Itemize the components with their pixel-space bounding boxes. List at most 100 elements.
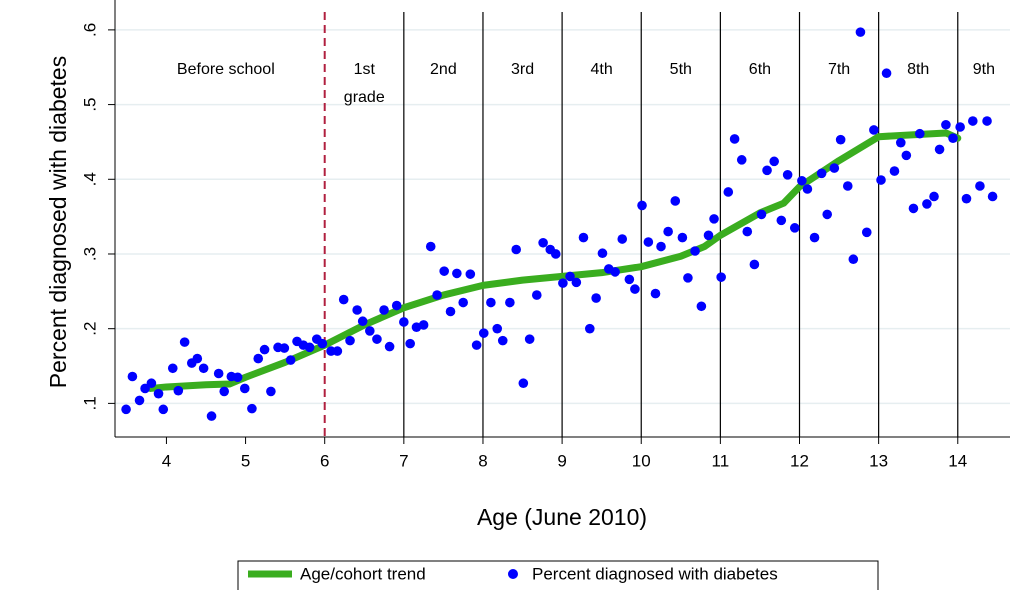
grade-label-text: 6th	[748, 61, 772, 78]
data-point	[505, 297, 515, 308]
data-point	[914, 128, 925, 139]
y-tick-label: .6	[80, 23, 99, 37]
data-point	[835, 134, 846, 145]
data-point	[650, 288, 661, 299]
data-point	[379, 305, 389, 315]
data-point	[578, 232, 589, 243]
data-point	[345, 335, 355, 346]
data-point	[134, 395, 145, 406]
data-point	[239, 383, 250, 394]
data-point	[452, 268, 462, 279]
data-point	[399, 317, 409, 327]
x-tick-label: 5	[241, 451, 250, 470]
x-tick-label: 8	[478, 451, 487, 470]
data-point	[247, 403, 257, 414]
data-point	[213, 368, 224, 379]
data-point	[617, 234, 628, 244]
data-point	[610, 267, 620, 277]
data-point	[703, 230, 714, 241]
data-point	[855, 27, 866, 37]
data-point	[432, 290, 442, 300]
grade-label: 3rd	[511, 61, 534, 78]
data-point	[895, 137, 906, 148]
data-point	[585, 323, 595, 334]
data-point	[861, 227, 872, 238]
data-point	[357, 316, 368, 327]
data-point	[742, 226, 753, 237]
data-point	[816, 168, 827, 179]
data-point	[439, 266, 449, 276]
data-point	[253, 353, 264, 364]
data-point	[565, 271, 575, 282]
data-point	[524, 334, 535, 344]
data-point	[901, 150, 912, 161]
data-point	[285, 355, 296, 365]
data-point	[352, 305, 362, 315]
data-point	[829, 163, 840, 173]
data-point	[908, 203, 919, 214]
grade-label-text: 1st grade	[343, 61, 385, 106]
legend-swatch	[508, 569, 518, 579]
data-point	[797, 175, 807, 186]
y-tick-label: .4	[80, 172, 99, 186]
grade-label: 9th	[972, 61, 995, 78]
data-point	[458, 297, 468, 308]
data-point	[982, 116, 992, 126]
data-point	[492, 323, 503, 334]
data-point	[968, 116, 978, 126]
data-point	[736, 155, 747, 165]
legend-box	[237, 560, 879, 590]
data-point	[153, 388, 164, 399]
data-point	[756, 209, 767, 220]
grade-label-text: 7th	[827, 61, 851, 78]
y-tick-label: .2	[80, 322, 99, 336]
data-point	[232, 372, 243, 383]
y-tick-label: .1	[80, 396, 99, 410]
data-point	[279, 343, 290, 353]
data-point	[478, 328, 489, 338]
data-point	[696, 301, 707, 312]
data-point	[531, 290, 542, 300]
y-tick-label: .5	[80, 97, 99, 111]
grade-label-text: 9th	[972, 61, 995, 78]
data-point	[683, 273, 693, 283]
data-point	[405, 338, 415, 349]
data-point	[762, 165, 772, 176]
data-point	[776, 215, 787, 226]
x-tick-label: 4	[162, 451, 171, 470]
grade-label: 6th	[748, 61, 772, 78]
data-point	[663, 226, 673, 237]
data-point	[146, 378, 157, 389]
grade-label: Before school	[176, 61, 275, 78]
x-tick-label: 14	[948, 451, 967, 470]
data-point	[670, 196, 681, 206]
data-point	[372, 334, 382, 344]
data-point	[789, 223, 800, 233]
data-point	[941, 119, 951, 130]
data-point	[802, 184, 813, 194]
data-point	[782, 170, 793, 180]
data-point	[140, 383, 150, 394]
data-point	[127, 371, 138, 382]
data-point	[709, 214, 719, 224]
data-point	[558, 278, 568, 288]
data-point	[881, 68, 892, 79]
grade-label-text: 5th	[669, 61, 692, 78]
data-point	[630, 284, 640, 294]
grade-label: 8th	[907, 61, 929, 78]
data-point	[418, 320, 429, 330]
grade-label-text: Before school	[176, 61, 275, 78]
data-point	[624, 274, 635, 285]
x-tick-label: 10	[632, 451, 651, 470]
data-point	[192, 353, 203, 364]
data-point	[948, 133, 958, 143]
legend-label: Percent diagnosed with diabetes	[532, 564, 778, 583]
data-point	[889, 166, 900, 176]
data-point	[961, 193, 972, 204]
data-point	[643, 237, 654, 247]
data-point	[876, 175, 886, 185]
data-point	[690, 246, 700, 256]
data-point	[198, 363, 209, 374]
grade-label: 4th	[591, 61, 613, 78]
